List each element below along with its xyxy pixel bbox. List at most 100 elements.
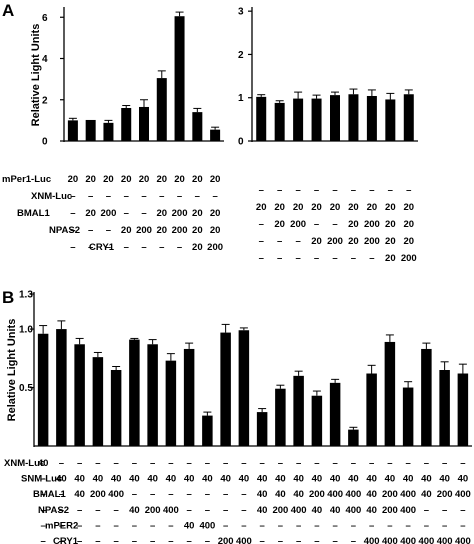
panel-a-condition-cell: 20 [192, 242, 203, 253]
panel-a-right-condition-cell: – [314, 185, 319, 196]
panel-b-condition-cell: – [40, 520, 45, 531]
panel-b-condition-cell: – [95, 505, 100, 516]
panel-b-condition-cell: – [150, 536, 155, 544]
panel-b-condition-cell: 40 [129, 505, 140, 516]
panel-a-condition-cell: 20 [121, 225, 132, 236]
panel-b-condition-cell: – [259, 458, 264, 469]
panel-b-condition-cell: – [150, 489, 155, 500]
panel-a-right-condition-cell: 200 [401, 253, 417, 264]
panel-b-condition-cell: – [424, 505, 429, 516]
panel-a-right-condition-cell: – [277, 185, 282, 196]
panel-a-condition-cell: – [141, 191, 146, 202]
panel-a-condition-cell: – [159, 191, 164, 202]
panel-a-y-tick-label: 2 [42, 95, 48, 106]
panel-b-condition-cell: – [113, 520, 118, 531]
panel-a-label: A [2, 1, 14, 20]
panel-b-condition-cell: – [241, 489, 246, 500]
panel-b-condition-cell: – [132, 536, 137, 544]
panel-b-condition-cell: – [314, 520, 319, 531]
panel-b-condition-cell: – [95, 520, 100, 531]
panel-a-condition-cell: 20 [210, 174, 221, 185]
panel-a-condition-cell: – [70, 191, 75, 202]
panel-b-condition-cell: – [205, 536, 210, 544]
panel-b-condition-cell: – [132, 520, 137, 531]
panel-a-right-condition-cell: 200 [364, 219, 380, 230]
panel-b-condition-cell: 40 [293, 474, 304, 485]
panel-b-label: B [2, 288, 14, 307]
panel-b-condition-cell: – [351, 536, 356, 544]
panel-b-condition-cell: – [460, 458, 465, 469]
panel-a-bar [139, 106, 149, 141]
panel-a-right-condition-cell: 20 [367, 202, 378, 213]
panel-b-condition-cell: 40 [166, 474, 177, 485]
panel-b-condition-cell: – [186, 536, 191, 544]
panel-b-condition-cell: 40 [366, 489, 377, 500]
panel-b-bar [56, 329, 67, 446]
panel-b-bar [202, 415, 213, 446]
panel-a-condition-cell: 20 [103, 174, 114, 185]
panel-b-condition-cell: 400 [108, 489, 124, 500]
panel-a-right-condition-cell: 200 [327, 236, 343, 247]
panel-b-condition-cell: 40 [147, 474, 158, 485]
panel-b-condition-cell: – [241, 505, 246, 516]
panel-a-condition-label: mPer1-Luc [2, 174, 51, 185]
panel-b-condition-cell: – [150, 458, 155, 469]
panel-b-condition-cell: – [405, 458, 410, 469]
panel-b-condition-cell: – [351, 520, 356, 531]
panel-a-right-condition-cell: – [369, 253, 374, 264]
panel-b-condition-cell: 400 [364, 536, 380, 544]
panel-a-right-condition-cell: – [259, 253, 264, 264]
panel-b-condition-cell: – [424, 520, 429, 531]
panel-a-right-condition-cell: – [406, 185, 411, 196]
panel-b-condition-label: CRY1 [53, 536, 79, 544]
panel-a-right-condition-cell: 20 [385, 236, 396, 247]
panel-a-condition-cell: 20 [85, 208, 96, 219]
panel-b-condition-cell: 40 [439, 474, 450, 485]
panel-b-condition-cell: – [40, 474, 45, 485]
panel-b-condition-cell: 40 [257, 489, 268, 500]
panel-b-condition-cell: – [351, 458, 356, 469]
panel-b-condition-cell: 40 [293, 489, 304, 500]
panel-a-right-condition-cell: – [295, 185, 300, 196]
panel-b-bar [92, 357, 104, 446]
panel-b-condition-cell: – [369, 458, 374, 469]
panel-b-condition-cell: 200 [382, 489, 398, 500]
panel-b-condition-cell: – [259, 536, 264, 544]
panel-b-condition-cell: 40 [403, 474, 414, 485]
panel-a-condition-cell: – [124, 242, 129, 253]
panel-b-condition-cell: – [168, 458, 173, 469]
panel-b-condition-cell: 400 [382, 536, 398, 544]
panel-a-right-bar [385, 99, 396, 141]
panel-a-right-condition-cell: – [369, 185, 374, 196]
panel-b-condition-cell: – [59, 536, 64, 544]
panel-b-condition-label: XNM-Luc [4, 458, 45, 469]
panel-b-condition-cell: – [132, 489, 137, 500]
panel-a-right-condition-cell: 20 [256, 202, 267, 213]
panel-b-condition-cell: – [205, 458, 210, 469]
panel-b-condition-cell: 40 [275, 474, 286, 485]
panel-b-condition-cell: 40 [330, 474, 341, 485]
panel-b-condition-cell: 40 [220, 474, 231, 485]
panel-b-condition-cell: – [405, 520, 410, 531]
panel-a-condition-cell: – [124, 208, 129, 219]
panel-a-y-tick-label: 6 [42, 13, 48, 24]
panel-b-bar [384, 341, 396, 446]
panel-b-condition-cell: – [241, 458, 246, 469]
panel-b-condition-cell: – [59, 489, 64, 500]
panel-b-condition-cell: 400 [437, 536, 453, 544]
panel-a-condition-cell: – [70, 208, 75, 219]
panel-b-bar [147, 344, 158, 446]
panel-a-condition-cell: 200 [101, 208, 117, 219]
panel-b-condition-cell: 400 [418, 536, 434, 544]
panel-b-bar [256, 412, 268, 446]
panel-a-right-condition-cell: – [388, 185, 393, 196]
panel-a-condition-cell: 20 [156, 208, 167, 219]
panel-b-condition-cell: 40 [184, 520, 195, 531]
panel-b-condition-cell: 40 [257, 505, 268, 516]
panel-b-bar [348, 429, 359, 446]
panel-b-y-tick-label: 0.5 [19, 383, 33, 394]
panel-a-right-condition-cell: – [259, 219, 264, 230]
panel-b-condition-cell: 40 [93, 474, 104, 485]
panel-a-condition-cell: 20 [210, 225, 221, 236]
panel-b-condition-cell: – [186, 458, 191, 469]
